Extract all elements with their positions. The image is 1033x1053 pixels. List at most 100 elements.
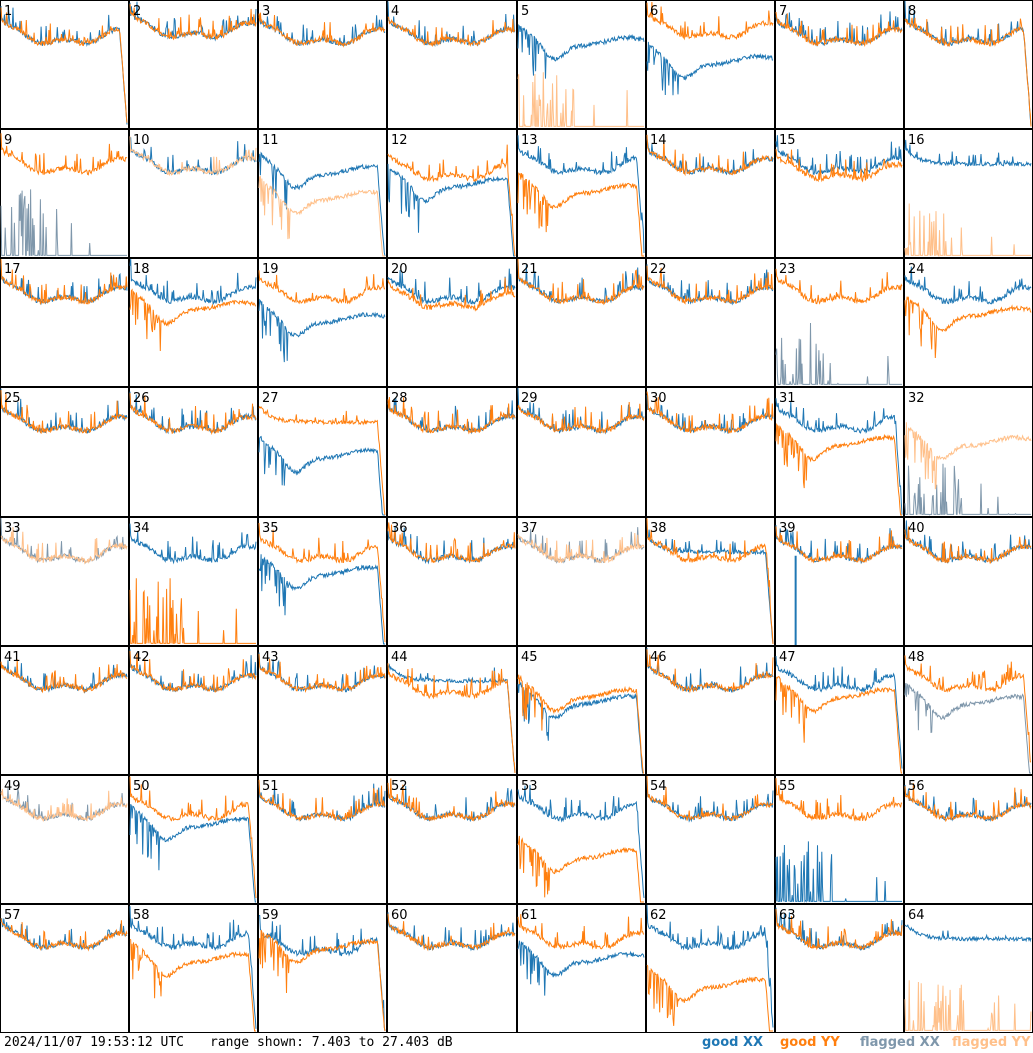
tile-number: 1 — [4, 4, 12, 19]
tile-number: 46 — [650, 650, 667, 665]
tile-47-xx-line — [775, 655, 903, 769]
tile-23-yy-line — [775, 268, 903, 305]
tile-33-yy-line — [0, 526, 128, 565]
tile-55-xx-line — [775, 841, 902, 903]
tile-frame — [129, 517, 258, 646]
tile-16-yy-line — [904, 203, 1031, 257]
tile-9-xx-line — [0, 189, 127, 256]
tile-frame — [0, 904, 129, 1033]
tile-number: 52 — [391, 779, 408, 794]
tile-5-yy-line — [517, 72, 644, 128]
tile-8: 8 — [904, 0, 1033, 129]
tile-35-yy-line — [258, 522, 386, 643]
tile-34-yy-line — [129, 578, 256, 644]
tile-61-xx-line — [517, 940, 645, 996]
tile-number: 64 — [908, 908, 925, 923]
tile-number: 44 — [391, 650, 408, 665]
tile-37-yy-line — [517, 532, 645, 564]
tile-frame — [904, 258, 1033, 387]
tile-number: 4 — [391, 4, 399, 19]
tile-frame — [904, 775, 1033, 904]
tile-number: 22 — [650, 262, 667, 277]
footer: 2024/11/07 19:53:12 UTC range shown: 7.4… — [0, 1033, 1033, 1053]
tile-45: 45 — [517, 646, 646, 775]
tile-number: 31 — [779, 391, 796, 406]
tile-number: 8 — [908, 4, 916, 19]
tile-19: 19 — [258, 258, 387, 387]
tile-frame — [129, 646, 258, 775]
tile-43: 43 — [258, 646, 387, 775]
tile-number: 47 — [779, 650, 796, 665]
tile-frame — [258, 387, 387, 517]
tile-15: 15 — [775, 129, 904, 258]
tile-frame — [775, 646, 904, 775]
tile-13-xx-line — [517, 135, 645, 254]
tile-35: 35 — [258, 517, 387, 646]
tile-number: 55 — [779, 779, 796, 794]
tile-29-yy-line — [517, 401, 645, 435]
tile-frame — [646, 129, 775, 258]
tile-48-yy-line — [904, 655, 1031, 763]
tile-frame — [387, 387, 517, 517]
tile-2-yy-line — [129, 4, 257, 41]
tile-42: 42 — [129, 646, 258, 775]
tile-14: 14 — [646, 129, 775, 258]
tile-11: 11 — [258, 129, 387, 258]
tile-frame — [775, 775, 904, 904]
tile-45-xx-line — [517, 680, 644, 774]
tile-36: 36 — [387, 517, 517, 646]
tile-frame — [258, 517, 387, 646]
tile-number: 15 — [779, 133, 796, 148]
tile-20: 20 — [387, 258, 517, 387]
tile-22: 22 — [646, 258, 775, 387]
tile-58-yy-line — [129, 938, 256, 1032]
tile-53: 53 — [517, 775, 646, 904]
tile-35-xx-line — [258, 554, 385, 645]
tile-26: 26 — [129, 387, 258, 517]
tile-27-xx-line — [258, 435, 385, 516]
tile-37: 37 — [517, 517, 646, 646]
tile-31-xx-line — [775, 398, 903, 515]
tile-33: 33 — [0, 517, 129, 646]
tile-57-yy-line — [0, 918, 128, 952]
tile-61-yy-line — [517, 913, 645, 950]
tile-5: 5 — [517, 0, 646, 129]
tile-19-xx-line — [258, 298, 386, 363]
tile-frame — [258, 0, 387, 129]
tile-number: 51 — [262, 779, 279, 794]
tile-frame — [904, 387, 1033, 517]
tile-43-yy-line — [258, 653, 386, 693]
tile-5-xx-line — [517, 24, 645, 79]
tile-64-xx-line — [904, 924, 1032, 943]
tile-62-yy-line — [646, 964, 773, 1032]
tile-6-yy-line — [646, 1, 774, 41]
tile-23: 23 — [775, 258, 904, 387]
tile-number: 43 — [262, 650, 279, 665]
tile-27-yy-line — [258, 405, 386, 516]
tile-15-xx-line — [775, 135, 903, 175]
tile-15-yy-line — [775, 149, 903, 183]
tile-number: 7 — [779, 4, 787, 19]
tile-59-yy-line — [258, 929, 386, 1032]
tile-number: 54 — [650, 779, 667, 794]
tile-55-yy-line — [775, 778, 903, 822]
tile-frame — [646, 258, 775, 387]
tile-40-yy-line — [904, 526, 1032, 565]
tile-60-yy-line — [387, 913, 516, 952]
tile-frame — [517, 775, 646, 904]
tile-26-yy-line — [129, 393, 257, 436]
tile-40: 40 — [904, 517, 1033, 646]
tile-18-yy-line — [129, 288, 257, 352]
legend-flagged-xx: flagged XX — [860, 1035, 940, 1050]
tile-frame — [904, 904, 1033, 1033]
tile-3-yy-line — [258, 12, 386, 48]
tile-number: 28 — [391, 391, 408, 406]
tile-number: 63 — [779, 908, 796, 923]
range-text: range shown: 7.403 to 27.403 dB — [210, 1035, 453, 1050]
tile-number: 36 — [391, 521, 408, 536]
tile-42-yy-line — [129, 650, 257, 693]
tile-1-yy-line — [0, 7, 128, 123]
tile-32: 32 — [904, 387, 1033, 517]
tile-number: 21 — [521, 262, 538, 277]
tile-9: 9 — [0, 129, 129, 258]
